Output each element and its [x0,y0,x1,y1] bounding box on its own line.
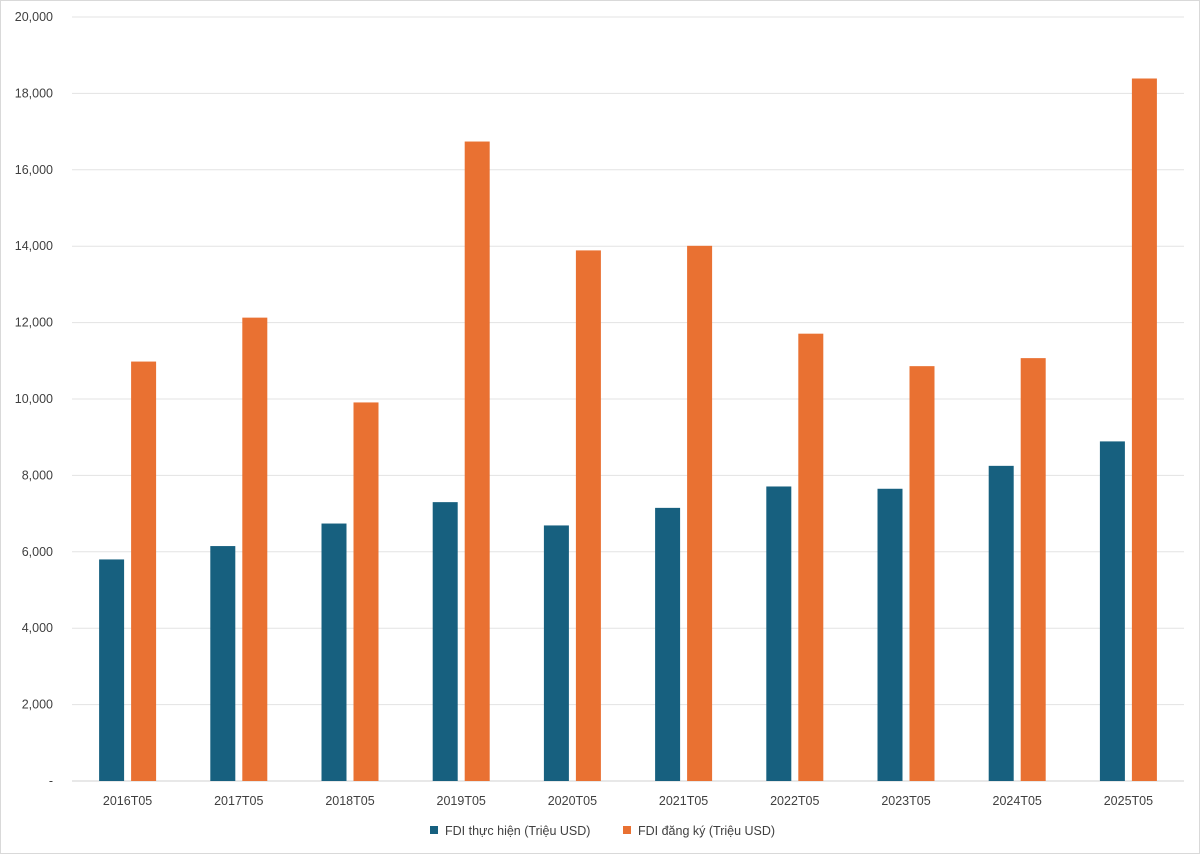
y-tick-label: 10,000 [15,392,53,406]
x-tick-label: 2025T05 [1104,794,1153,808]
x-tick-label: 2020T05 [548,794,597,808]
bar-fdi-dang-ky [131,361,157,781]
bar-fdi-thuc-hien [321,523,347,781]
bar-fdi-thuc-hien [877,488,903,781]
x-tick-label: 2017T05 [214,794,263,808]
y-tick-label: 6,000 [22,545,53,559]
x-tick-label: 2022T05 [770,794,819,808]
y-axis-ticks: - 2,000 4,000 6,000 8,000 10,000 12,000 14,000 1… [15,10,53,788]
legend-label-fdi-dang-ky: FDI đăng ký (Triệu USD) [638,824,775,838]
bar-fdi-dang-ky [575,250,601,782]
bar-fdi-thuc-hien [210,546,236,781]
y-tick-label: 2,000 [22,698,53,712]
legend: FDI thực hiện (Triệu USD) FDI đăng ký (T… [430,824,775,838]
y-tick-label: 8,000 [22,468,53,482]
x-tick-label: 2018T05 [325,794,374,808]
y-tick-label: - [49,774,53,788]
bar-fdi-thuc-hien [1099,441,1125,781]
gridlines [72,16,1184,782]
x-axis-ticks: 2016T05 2017T05 2018T05 2019T05 2020T05 2021T… [103,794,1153,808]
legend-swatch-fdi-thuc-hien [430,826,438,834]
bar-fdi-dang-ky [1020,358,1046,781]
y-tick-label: 20,000 [15,10,53,24]
legend-label-fdi-thuc-hien: FDI thực hiện (Triệu USD) [445,824,590,838]
y-tick-label: 12,000 [15,316,53,330]
bar-fdi-thuc-hien [655,507,681,781]
x-tick-label: 2019T05 [437,794,486,808]
x-tick-label: 2024T05 [993,794,1042,808]
bar-fdi-thuc-hien [99,559,125,781]
bar-fdi-dang-ky [353,402,379,781]
bar-fdi-thuc-hien [988,465,1014,781]
bar-fdi-dang-ky [798,333,824,781]
bar-fdi-dang-ky [1131,78,1157,781]
bar-fdi-dang-ky [464,141,490,782]
bar-fdi-dang-ky [242,317,268,781]
legend-swatch-fdi-dang-ky [623,826,631,834]
bar-fdi-thuc-hien [432,502,458,781]
bar-fdi-thuc-hien [766,486,792,781]
y-tick-label: 16,000 [15,163,53,177]
x-tick-label: 2016T05 [103,794,152,808]
x-tick-label: 2021T05 [659,794,708,808]
y-tick-label: 14,000 [15,239,53,253]
y-tick-label: 4,000 [22,621,53,635]
x-tick-label: 2023T05 [881,794,930,808]
bar-fdi-dang-ky [909,366,935,781]
bars [99,78,1157,782]
bar-fdi-thuc-hien [543,525,569,781]
y-tick-label: 18,000 [15,86,53,100]
bar-fdi-dang-ky [687,245,713,781]
